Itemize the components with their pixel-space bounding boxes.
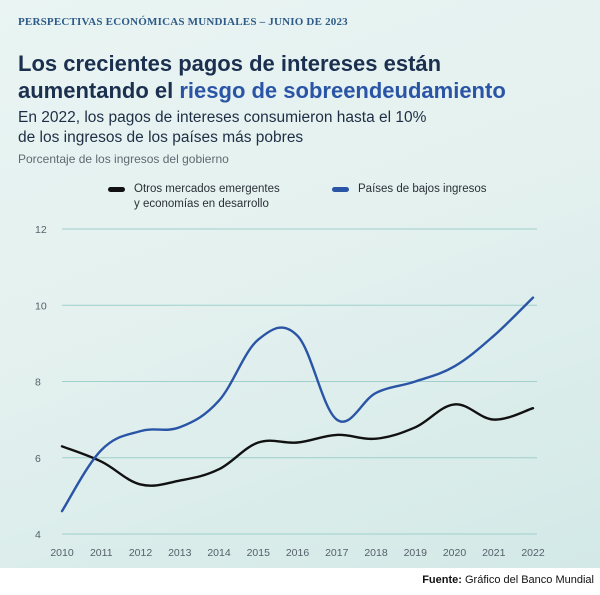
title-part-1: Los crecientes pagos de intereses (18, 51, 384, 76)
subtitle: En 2022, los pagos de intereses consumie… (18, 108, 588, 148)
x-tick-label: 2016 (286, 547, 310, 559)
chart-panel: PERSPECTIVAS ECONÓMICAS MUNDIALES – JUNI… (0, 0, 600, 568)
y-tick-label: 8 (35, 377, 41, 389)
x-tick-label: 2021 (482, 547, 506, 559)
series-low-income-line (60, 296, 535, 513)
title-part-4: riesgo de sobreendeudamiento (179, 78, 506, 103)
x-tick-label: 2017 (325, 547, 349, 559)
page-title: Los crecientes pagos de intereses están … (18, 50, 588, 104)
y-tick-label: 6 (35, 453, 41, 465)
x-tick-label: 2018 (364, 547, 388, 559)
x-tick-label: 2019 (404, 547, 428, 559)
subtitle-line-2: de los ingresos de los países más pobres (18, 129, 304, 146)
y-tick-label: 12 (35, 224, 47, 236)
legend-emerging: Otros mercados emergentes y economías en… (108, 182, 348, 216)
legend-low-income-swatch (332, 187, 349, 192)
legend-emerging-swatch (108, 187, 125, 192)
source-text: Gráfico del Banco Mundial (461, 574, 594, 586)
y-axis-label: Porcentaje de los ingresos del gobierno (18, 152, 229, 166)
subtitle-line-1: En 2022, los pagos de intereses consumie… (18, 109, 427, 126)
report-kicker: PERSPECTIVAS ECONÓMICAS MUNDIALES – JUNI… (18, 16, 348, 28)
legend-emerging-line-2: y economías en desarrollo (134, 198, 269, 210)
y-tick-label: 10 (35, 300, 47, 312)
title-part-2: están (383, 51, 442, 76)
source-label: Fuente: (422, 574, 462, 586)
y-tick-label: 4 (35, 529, 41, 541)
line-chart: 4 6 8 10 12 2010 2011 2012 2013 2014 2015 2016 2017 2… (35, 224, 545, 559)
x-tick-label: 2013 (168, 547, 192, 559)
x-tick-label: 2011 (90, 547, 113, 559)
legend-low-income: Países de bajos ingresos (332, 182, 572, 200)
x-tick-label: 2022 (521, 547, 545, 559)
source-note: Fuente: Gráfico del Banco Mundial (422, 574, 594, 586)
x-tick-label: 2015 (247, 547, 271, 559)
x-tick-label: 2012 (129, 547, 153, 559)
legend-emerging-label: Otros mercados emergentes y economías en… (134, 182, 344, 212)
x-tick-label: 2014 (207, 547, 231, 559)
legend-emerging-line-1: Otros mercados emergentes (134, 183, 280, 195)
x-tick-label: 2020 (443, 547, 467, 559)
title-part-3: aumentando el (18, 78, 180, 103)
legend-low-income-label: Países de bajos ingresos (358, 183, 487, 195)
series-emerging-line (60, 403, 535, 487)
x-tick-label: 2010 (50, 547, 74, 559)
